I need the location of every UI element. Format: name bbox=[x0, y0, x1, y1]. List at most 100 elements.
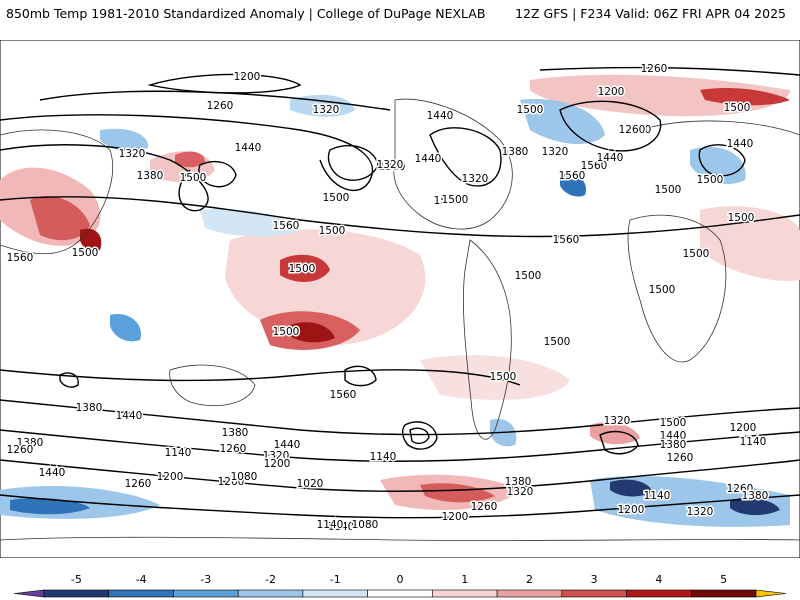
contour-label: 1500 bbox=[724, 102, 751, 114]
cold-anomaly-antarctic-core1 bbox=[610, 479, 652, 497]
contour-line bbox=[0, 429, 800, 462]
colorbar-tick-label: 4 bbox=[655, 573, 662, 586]
contour-label: 1500 bbox=[323, 192, 350, 204]
contour-label: 1440 bbox=[116, 410, 143, 422]
anomaly-shading bbox=[0, 74, 800, 527]
colorbar-swatch bbox=[432, 589, 498, 598]
cold-anomaly-antarctic-core2 bbox=[730, 498, 780, 516]
contour-line bbox=[59, 372, 79, 388]
contour-label: 1500 bbox=[728, 212, 755, 224]
cold-anomaly-central-pacific bbox=[200, 208, 300, 237]
contour-label: 1080 bbox=[231, 471, 258, 483]
colorbar-swatch bbox=[108, 589, 174, 598]
contour-label: 1260 bbox=[471, 501, 498, 513]
colorbar-tick-label: -5 bbox=[71, 573, 82, 586]
contour-line bbox=[0, 494, 800, 519]
contour-label: 1260 bbox=[125, 478, 152, 490]
warm-anomaly-tropics-core1 bbox=[280, 254, 330, 282]
contour-label: 1200 bbox=[618, 504, 645, 516]
colorbar-swatch bbox=[173, 589, 239, 598]
contour-label: 1200 bbox=[442, 511, 469, 523]
contour-label: 1500 bbox=[649, 284, 676, 296]
colorbar-swatch bbox=[561, 589, 627, 598]
contour-label: 1320 bbox=[604, 415, 631, 427]
contour-label: 1500 bbox=[697, 174, 724, 186]
contour-label: 1260 bbox=[207, 100, 234, 112]
colorbar-tick-label: 0 bbox=[397, 573, 404, 586]
contour-label: 1320 bbox=[507, 486, 534, 498]
contour-line bbox=[0, 196, 800, 238]
contour-line bbox=[0, 399, 800, 436]
contour-label: 1500 bbox=[72, 247, 99, 259]
contour-label: 1500 bbox=[180, 172, 207, 184]
antarctica-coast bbox=[0, 536, 800, 541]
contour-label: 1560 bbox=[273, 220, 300, 232]
contour-label: 1380 bbox=[660, 439, 687, 451]
warm-anomaly-arctic bbox=[530, 74, 790, 117]
contour-label: 1080 bbox=[352, 519, 379, 531]
colorbar-labels: -5 -4 -3 -2 -1 0 1 2 3 4 5 bbox=[71, 573, 727, 586]
contour-label: 1320 bbox=[377, 159, 404, 171]
colorbar-tick-label: 1 bbox=[461, 573, 468, 586]
contour-label: 1500 bbox=[273, 326, 300, 338]
contour-label: 1320 bbox=[313, 104, 340, 116]
africa-coast bbox=[627, 214, 727, 363]
contour-label: 1500 bbox=[319, 225, 346, 237]
contour-label: 1440 bbox=[727, 138, 754, 150]
contour-label: 1500 bbox=[434, 195, 461, 207]
contour-label: 1380 bbox=[502, 146, 529, 158]
contour-label: 1500 bbox=[517, 104, 544, 116]
cold-anomaly-indonesia bbox=[110, 314, 141, 342]
north-america-coast bbox=[393, 98, 513, 230]
contour-line bbox=[198, 160, 237, 188]
contour-label: 1560 bbox=[553, 234, 580, 246]
contour-label: 1320 bbox=[542, 146, 569, 158]
contour-label: 1320 bbox=[462, 173, 489, 185]
contour-label: 1260 bbox=[220, 443, 247, 455]
contour-label: 1200 bbox=[730, 422, 757, 434]
contour-line bbox=[0, 369, 521, 386]
height-contours bbox=[0, 66, 800, 519]
contour-label: 1380 bbox=[17, 437, 44, 449]
map-title: 850mb Temp 1981-2010 Standardized Anomal… bbox=[6, 6, 486, 21]
colorbar-swatch bbox=[237, 589, 304, 598]
contour-line bbox=[0, 459, 800, 492]
cold-anomaly-siberia bbox=[100, 128, 149, 152]
contour-line bbox=[599, 430, 639, 455]
contour-label: 1380 bbox=[379, 161, 406, 173]
contour-label: 1260 bbox=[667, 452, 694, 464]
contour-label: 1380 bbox=[137, 170, 164, 182]
contour-label: 1500 bbox=[544, 336, 571, 348]
contour-label: 1260 bbox=[218, 476, 245, 488]
warm-anomaly-southern-ocean-core bbox=[420, 483, 495, 503]
cold-anomaly-alaska bbox=[290, 94, 355, 117]
australia-coast bbox=[169, 364, 256, 407]
contour-label: 1440 bbox=[274, 439, 301, 451]
colorbar-tick-label: -3 bbox=[200, 573, 211, 586]
contour-label: 1500 bbox=[655, 184, 682, 196]
contour-label: 1440 bbox=[597, 152, 624, 164]
contour-label: 1500 bbox=[515, 270, 542, 282]
colorbar-extend-high bbox=[755, 589, 787, 598]
contour-label: 1140 bbox=[644, 490, 671, 502]
cold-anomaly-atlantic-core bbox=[560, 173, 586, 197]
colorbar-tick-label: 5 bbox=[720, 573, 727, 586]
colorbar-extend-low bbox=[13, 589, 45, 598]
contour-label: 1500 bbox=[683, 248, 710, 260]
contour-label: 1320 bbox=[263, 450, 290, 462]
contour-label: 1140 bbox=[165, 447, 192, 459]
warm-anomaly-asia-core bbox=[30, 196, 90, 241]
contour-label: 1200 bbox=[234, 71, 261, 83]
contour-label: 1260 bbox=[625, 124, 652, 136]
contour-label: 1200 bbox=[598, 86, 625, 98]
colorbar-swatch bbox=[367, 589, 433, 598]
south-america-coast bbox=[463, 239, 512, 440]
contour-label: 1440 bbox=[39, 467, 66, 479]
colorbar-tick-label: -2 bbox=[265, 573, 276, 586]
contour-label: 1500 bbox=[490, 371, 517, 383]
contour-line bbox=[429, 127, 502, 187]
contour-line bbox=[344, 365, 377, 387]
coastlines bbox=[0, 98, 800, 541]
warm-anomaly-arctic-core bbox=[700, 88, 790, 106]
